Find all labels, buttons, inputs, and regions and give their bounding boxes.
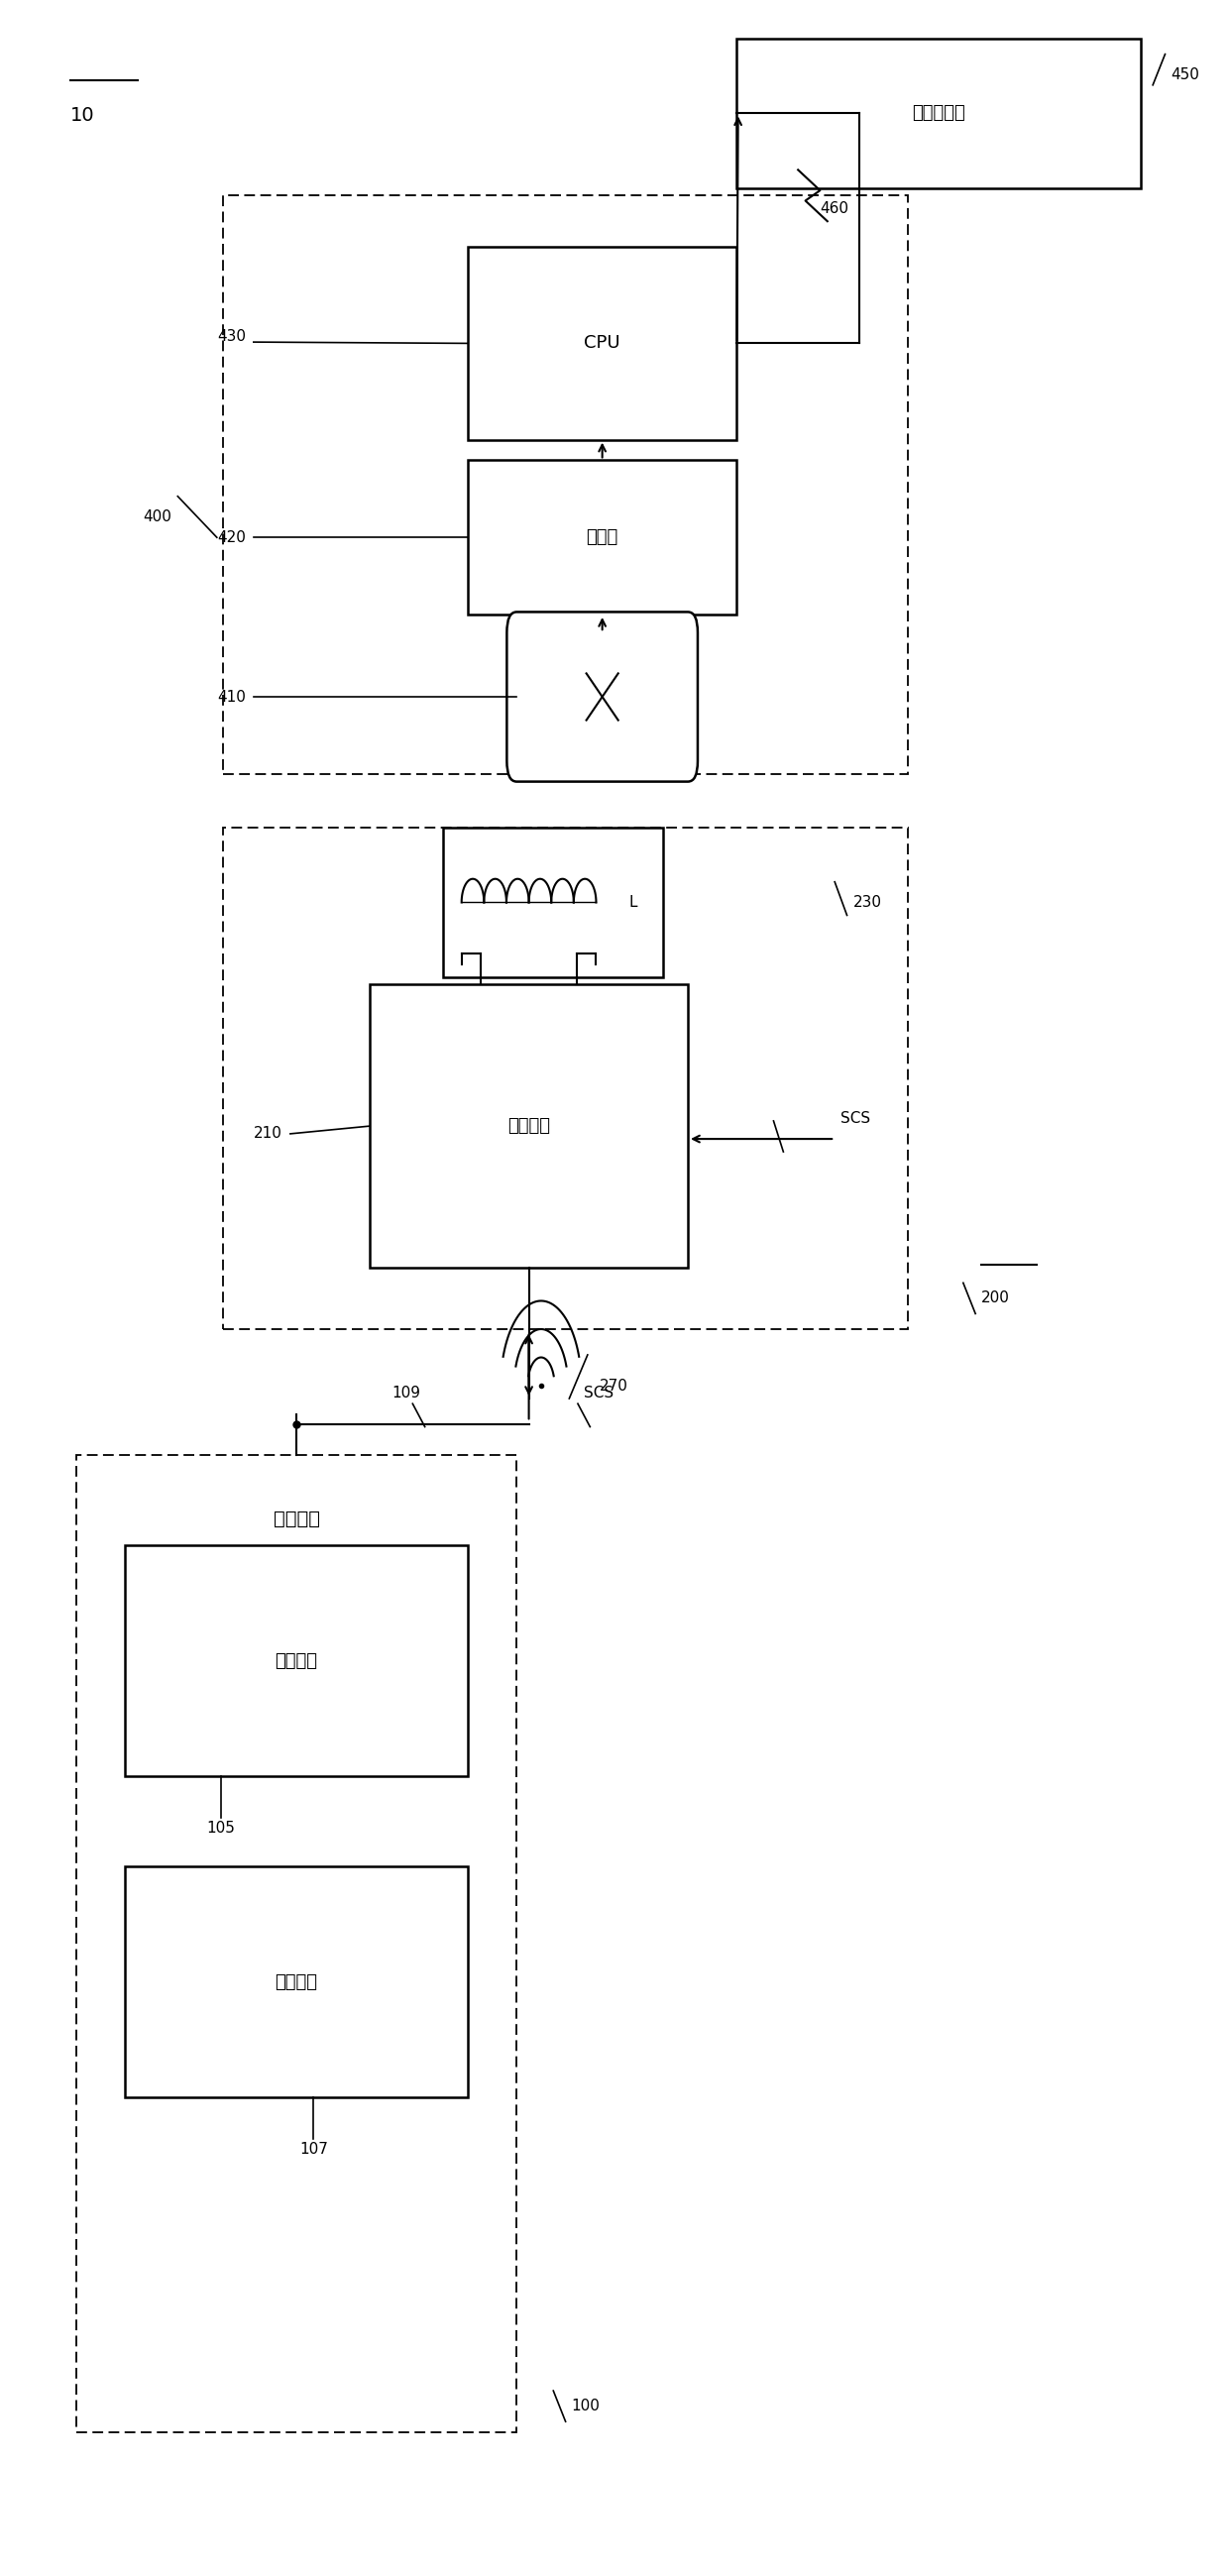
Text: 420: 420 [216, 531, 246, 546]
Bar [125, 1868, 468, 2097]
Text: 400: 400 [144, 510, 172, 526]
Bar [76, 1455, 516, 2432]
Text: SCS: SCS [584, 1386, 613, 1401]
Bar [222, 827, 908, 1329]
Text: 移动设备: 移动设备 [273, 1510, 320, 1528]
Text: 430: 430 [216, 330, 246, 345]
Text: 107: 107 [299, 2141, 328, 2156]
Text: CPU: CPU [584, 335, 621, 353]
Text: 460: 460 [821, 201, 849, 216]
Bar [370, 984, 688, 1267]
Bar [222, 196, 908, 773]
Bar [468, 461, 737, 616]
Text: 交易处理器: 交易处理器 [912, 106, 965, 121]
FancyBboxPatch shape [506, 613, 698, 781]
Text: SCS: SCS [841, 1110, 870, 1126]
Text: 錢包应用: 錢包应用 [275, 1651, 318, 1669]
Text: 230: 230 [853, 894, 882, 909]
Text: 105: 105 [206, 1821, 235, 1834]
Bar [444, 827, 664, 976]
Text: 支付图标: 支付图标 [275, 1973, 318, 1991]
Text: 270: 270 [600, 1378, 628, 1394]
Bar [737, 39, 1141, 188]
Bar [125, 1546, 468, 1777]
Text: 200: 200 [982, 1291, 1010, 1306]
Text: 450: 450 [1171, 67, 1200, 82]
Text: 210: 210 [253, 1126, 283, 1141]
Text: 109: 109 [392, 1386, 420, 1401]
Bar [468, 247, 737, 440]
Text: L: L [629, 894, 637, 909]
Text: 解码器: 解码器 [586, 528, 618, 546]
Text: 410: 410 [216, 690, 246, 703]
Text: 开关电路: 开关电路 [508, 1118, 551, 1136]
Text: 10: 10 [70, 106, 95, 126]
Text: 100: 100 [571, 2398, 600, 2414]
